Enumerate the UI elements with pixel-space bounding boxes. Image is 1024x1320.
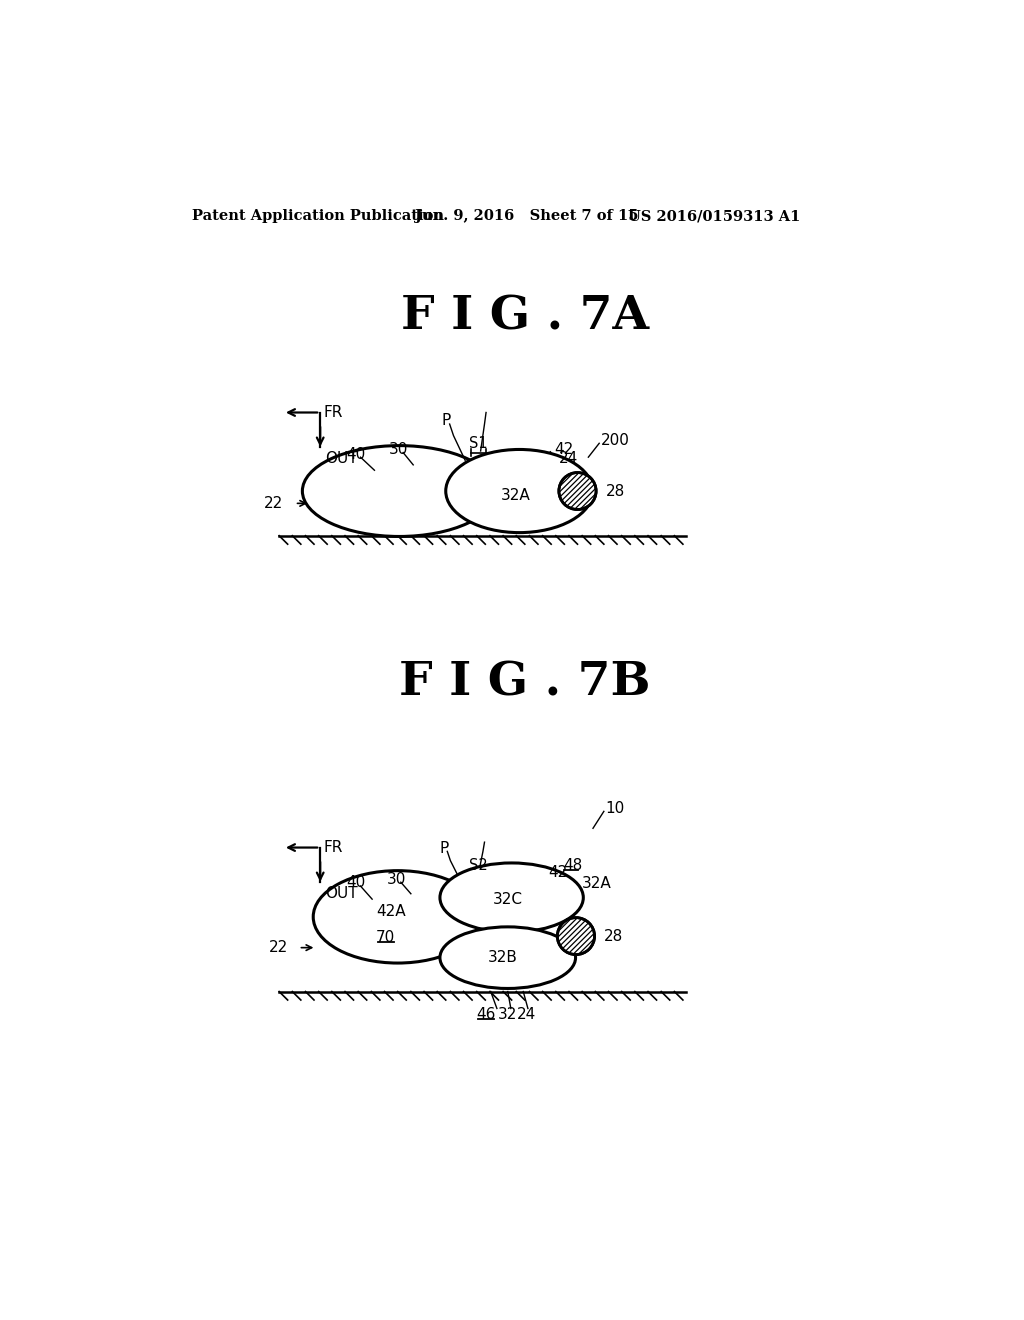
- Text: 30: 30: [389, 442, 409, 457]
- Text: S1: S1: [469, 436, 487, 451]
- Text: US 2016/0159313 A1: US 2016/0159313 A1: [628, 209, 800, 223]
- Text: 32: 32: [498, 1007, 517, 1022]
- Text: 28: 28: [605, 483, 625, 499]
- Text: F I G . 7A: F I G . 7A: [400, 293, 649, 339]
- Text: 24: 24: [558, 451, 578, 466]
- Text: OUT: OUT: [325, 451, 357, 466]
- Ellipse shape: [302, 446, 496, 536]
- Text: 28: 28: [604, 928, 623, 944]
- Text: S2: S2: [469, 858, 487, 873]
- Text: 70: 70: [376, 931, 395, 945]
- Text: 22: 22: [264, 496, 283, 511]
- Text: Jun. 9, 2016   Sheet 7 of 15: Jun. 9, 2016 Sheet 7 of 15: [415, 209, 638, 223]
- Text: FR: FR: [324, 405, 343, 420]
- Ellipse shape: [313, 871, 482, 964]
- Text: 42: 42: [548, 865, 567, 879]
- Text: P: P: [441, 413, 451, 429]
- Text: P: P: [439, 841, 449, 855]
- Text: 42A: 42A: [377, 904, 407, 919]
- Text: Patent Application Publication: Patent Application Publication: [191, 209, 443, 223]
- Ellipse shape: [440, 927, 575, 989]
- Text: 32A: 32A: [582, 876, 611, 891]
- Circle shape: [559, 473, 596, 510]
- Text: 40: 40: [346, 875, 366, 891]
- Text: FR: FR: [324, 840, 343, 855]
- Text: 32B: 32B: [487, 950, 517, 965]
- Text: 48: 48: [563, 858, 583, 873]
- Circle shape: [557, 917, 595, 954]
- Text: 46: 46: [476, 1007, 496, 1022]
- Text: 42: 42: [554, 442, 573, 457]
- Text: 30: 30: [386, 871, 406, 887]
- Text: F I G . 7B: F I G . 7B: [399, 659, 650, 705]
- Text: OUT: OUT: [325, 886, 357, 902]
- Text: 32C: 32C: [493, 892, 522, 907]
- Ellipse shape: [440, 863, 584, 932]
- Text: 22: 22: [268, 940, 288, 956]
- Text: 32A: 32A: [501, 488, 530, 503]
- Text: 24: 24: [517, 1007, 536, 1022]
- Text: 40: 40: [346, 446, 366, 462]
- Ellipse shape: [445, 450, 593, 533]
- Text: 200: 200: [601, 433, 630, 447]
- Text: 10: 10: [605, 801, 625, 816]
